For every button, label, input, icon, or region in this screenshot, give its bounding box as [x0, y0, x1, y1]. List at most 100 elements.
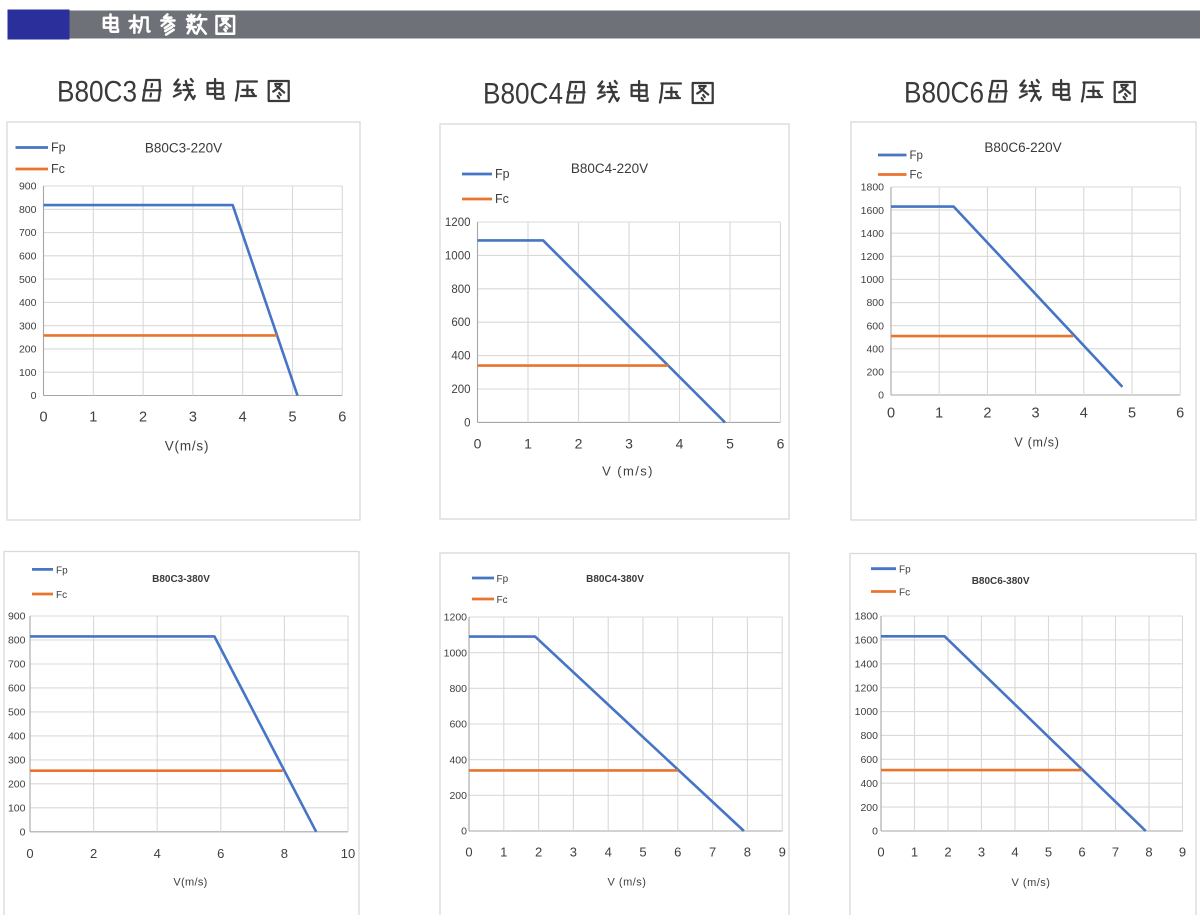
svg-text:5: 5 — [639, 845, 646, 860]
svg-text:900: 900 — [19, 181, 37, 193]
svg-text:0: 0 — [878, 390, 884, 402]
svg-text:2: 2 — [90, 846, 97, 861]
svg-text:1: 1 — [935, 406, 943, 422]
svg-text:2: 2 — [535, 845, 542, 860]
svg-text:0: 0 — [39, 410, 47, 426]
svg-text:300: 300 — [19, 320, 37, 332]
svg-text:1200: 1200 — [445, 217, 471, 229]
svg-text:0: 0 — [31, 390, 37, 402]
svg-text:100: 100 — [8, 803, 26, 815]
svg-text:200: 200 — [451, 384, 470, 396]
svg-text:B80C3-220V: B80C3-220V — [145, 140, 222, 155]
svg-text:5: 5 — [1128, 406, 1136, 422]
svg-text:800: 800 — [866, 297, 884, 309]
svg-text:400: 400 — [8, 731, 26, 743]
svg-text:1: 1 — [911, 845, 918, 860]
svg-text:400: 400 — [19, 297, 37, 309]
svg-text:1600: 1600 — [855, 635, 879, 647]
svg-text:V(m/s): V(m/s) — [173, 877, 207, 889]
svg-text:Fp: Fp — [51, 141, 66, 155]
svg-text:V (m/s): V (m/s) — [602, 464, 654, 479]
svg-text:1: 1 — [524, 435, 532, 451]
svg-text:Fc: Fc — [910, 170, 923, 182]
svg-text:Fc: Fc — [899, 588, 910, 599]
svg-text:700: 700 — [19, 227, 37, 239]
svg-text:B80C6: B80C6 — [904, 77, 984, 110]
svg-text:B80C3-380V: B80C3-380V — [152, 574, 210, 585]
svg-text:4: 4 — [605, 845, 612, 860]
svg-text:Fp: Fp — [495, 167, 510, 181]
svg-text:1200: 1200 — [855, 682, 879, 694]
svg-text:700: 700 — [8, 659, 26, 671]
svg-text:9: 9 — [1179, 845, 1186, 860]
svg-text:200: 200 — [866, 367, 884, 379]
svg-text:7: 7 — [709, 845, 716, 860]
svg-text:B80C3: B80C3 — [57, 76, 137, 109]
svg-text:8: 8 — [281, 846, 288, 861]
svg-text:9: 9 — [779, 845, 786, 860]
svg-text:1400: 1400 — [861, 228, 885, 240]
svg-text:1000: 1000 — [861, 274, 885, 286]
svg-text:Fp: Fp — [56, 565, 68, 576]
svg-text:7: 7 — [1112, 845, 1119, 860]
svg-text:400: 400 — [866, 344, 884, 356]
svg-text:2: 2 — [944, 845, 951, 860]
svg-text:0: 0 — [20, 827, 26, 839]
svg-text:Fp: Fp — [497, 574, 509, 585]
svg-text:600: 600 — [866, 320, 884, 332]
svg-text:V (m/s): V (m/s) — [608, 877, 647, 889]
svg-text:2: 2 — [139, 410, 147, 426]
svg-text:3: 3 — [625, 435, 633, 451]
svg-text:200: 200 — [19, 344, 37, 356]
svg-text:5: 5 — [288, 410, 296, 426]
svg-text:200: 200 — [449, 790, 467, 802]
svg-text:V (m/s): V (m/s) — [1014, 436, 1059, 450]
svg-text:0: 0 — [887, 406, 895, 422]
svg-text:800: 800 — [19, 204, 37, 216]
svg-text:200: 200 — [860, 802, 878, 814]
svg-text:4: 4 — [154, 846, 161, 861]
svg-text:1000: 1000 — [445, 250, 471, 262]
svg-text:6: 6 — [777, 435, 785, 451]
svg-text:Fp: Fp — [899, 565, 911, 576]
svg-text:800: 800 — [8, 635, 26, 647]
svg-text:8: 8 — [1145, 845, 1152, 860]
svg-text:1800: 1800 — [861, 182, 885, 194]
svg-text:400: 400 — [449, 754, 467, 766]
svg-text:Fc: Fc — [497, 595, 508, 606]
svg-text:800: 800 — [449, 683, 467, 695]
svg-text:1400: 1400 — [855, 659, 879, 671]
svg-text:6: 6 — [217, 846, 224, 861]
svg-text:Fc: Fc — [51, 162, 65, 176]
svg-text:1: 1 — [89, 410, 97, 426]
svg-text:300: 300 — [8, 755, 26, 767]
svg-text:0: 0 — [464, 417, 470, 429]
svg-text:1: 1 — [500, 845, 507, 860]
svg-text:800: 800 — [860, 730, 878, 742]
svg-text:Fp: Fp — [910, 150, 923, 162]
svg-text:500: 500 — [19, 274, 37, 286]
svg-text:3: 3 — [570, 845, 577, 860]
svg-text:6: 6 — [1078, 845, 1085, 860]
svg-text:B80C6-220V: B80C6-220V — [984, 140, 1061, 155]
svg-text:600: 600 — [19, 251, 37, 263]
svg-text:6: 6 — [338, 410, 346, 426]
svg-text:600: 600 — [451, 317, 470, 329]
svg-text:3: 3 — [1032, 406, 1040, 422]
svg-text:1800: 1800 — [855, 611, 879, 623]
svg-text:1000: 1000 — [855, 706, 879, 718]
svg-text:600: 600 — [860, 754, 878, 766]
svg-text:4: 4 — [239, 410, 247, 426]
svg-text:600: 600 — [449, 719, 467, 731]
svg-text:5: 5 — [726, 435, 734, 451]
svg-text:1600: 1600 — [861, 205, 885, 217]
svg-text:Fc: Fc — [495, 192, 509, 206]
svg-text:2: 2 — [575, 435, 583, 451]
svg-text:1200: 1200 — [861, 251, 885, 263]
svg-text:4: 4 — [1080, 406, 1088, 422]
svg-text:3: 3 — [189, 410, 197, 426]
svg-text:600: 600 — [8, 683, 26, 695]
svg-text:400: 400 — [860, 778, 878, 790]
svg-text:800: 800 — [451, 284, 470, 296]
svg-text:0: 0 — [461, 826, 467, 838]
